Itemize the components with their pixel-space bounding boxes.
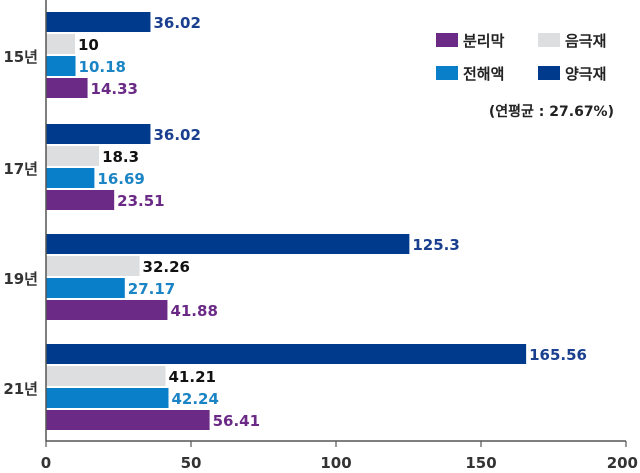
category-label-19년: 19년 bbox=[3, 270, 38, 288]
bar-분리막-17년 bbox=[46, 190, 115, 210]
value-label-분리막-15년: 14.33 bbox=[91, 80, 138, 98]
value-label-분리막-21년: 56.41 bbox=[213, 412, 260, 430]
value-label-전해액-17년: 16.69 bbox=[97, 170, 144, 188]
x-tick-label-0: 0 bbox=[41, 454, 51, 472]
bars-layer: 36.02 10 10.18 14.33 36.02 18.3 16.69 23.51 125.… bbox=[46, 12, 587, 430]
legend-swatch-음극재 bbox=[538, 33, 560, 47]
bar-전해액-17년 bbox=[46, 168, 95, 188]
legend-label-분리막: 분리막 bbox=[463, 32, 505, 50]
value-label-전해액-19년: 27.17 bbox=[128, 280, 175, 298]
legend-swatch-전해액 bbox=[436, 66, 458, 80]
value-label-분리막-17년: 23.51 bbox=[117, 192, 164, 210]
bar-음극재-21년 bbox=[46, 366, 166, 386]
category-label-17년: 17년 bbox=[3, 160, 38, 178]
value-label-분리막-19년: 41.88 bbox=[170, 302, 217, 320]
bar-음극재-15년 bbox=[46, 34, 75, 54]
cagr-annotation: (연평균 : 27.67%) bbox=[489, 103, 614, 120]
bar-분리막-21년 bbox=[46, 410, 210, 430]
bar-양극재-19년 bbox=[46, 234, 410, 254]
bar-분리막-19년 bbox=[46, 300, 168, 320]
bar-음극재-17년 bbox=[46, 146, 100, 166]
value-label-음극재-15년: 10 bbox=[78, 36, 99, 54]
value-label-양극재-19년: 125.3 bbox=[412, 236, 459, 254]
value-label-전해액-15년: 10.18 bbox=[79, 58, 126, 76]
value-label-양극재-17년: 36.02 bbox=[153, 126, 200, 144]
value-label-음극재-17년: 18.3 bbox=[102, 148, 139, 166]
legend-swatch-양극재 bbox=[538, 66, 560, 80]
bar-전해액-21년 bbox=[46, 388, 169, 408]
axes-layer: 15년 17년 19년 21년 0 50 100 150 200 bbox=[3, 0, 638, 472]
legend-label-양극재: 양극재 bbox=[565, 65, 606, 83]
category-label-15년: 15년 bbox=[3, 48, 38, 66]
bar-양극재-21년 bbox=[46, 344, 527, 364]
bar-분리막-15년 bbox=[46, 78, 88, 98]
value-label-음극재-19년: 32.26 bbox=[143, 258, 190, 276]
bar-전해액-15년 bbox=[46, 56, 76, 76]
x-tick-label-200: 200 bbox=[607, 454, 638, 472]
bar-양극재-17년 bbox=[46, 124, 151, 144]
category-label-21년: 21년 bbox=[3, 380, 38, 398]
bar-양극재-15년 bbox=[46, 12, 151, 32]
bar-음극재-19년 bbox=[46, 256, 140, 276]
x-tick-label-100: 100 bbox=[320, 454, 351, 472]
bar-전해액-19년 bbox=[46, 278, 125, 298]
value-label-양극재-15년: 36.02 bbox=[153, 14, 200, 32]
legend-swatch-분리막 bbox=[436, 33, 458, 47]
value-label-전해액-21년: 42.24 bbox=[171, 390, 218, 408]
x-tick-label-50: 50 bbox=[181, 454, 202, 472]
x-tick-label-150: 150 bbox=[465, 454, 496, 472]
value-label-음극재-21년: 41.21 bbox=[169, 368, 216, 386]
legend-label-음극재: 음극재 bbox=[565, 32, 606, 50]
legend-label-전해액: 전해액 bbox=[463, 65, 504, 83]
value-label-양극재-21년: 165.56 bbox=[529, 346, 587, 364]
